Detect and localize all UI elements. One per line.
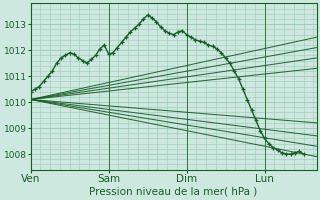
X-axis label: Pression niveau de la mer( hPa ): Pression niveau de la mer( hPa ): [90, 187, 258, 197]
